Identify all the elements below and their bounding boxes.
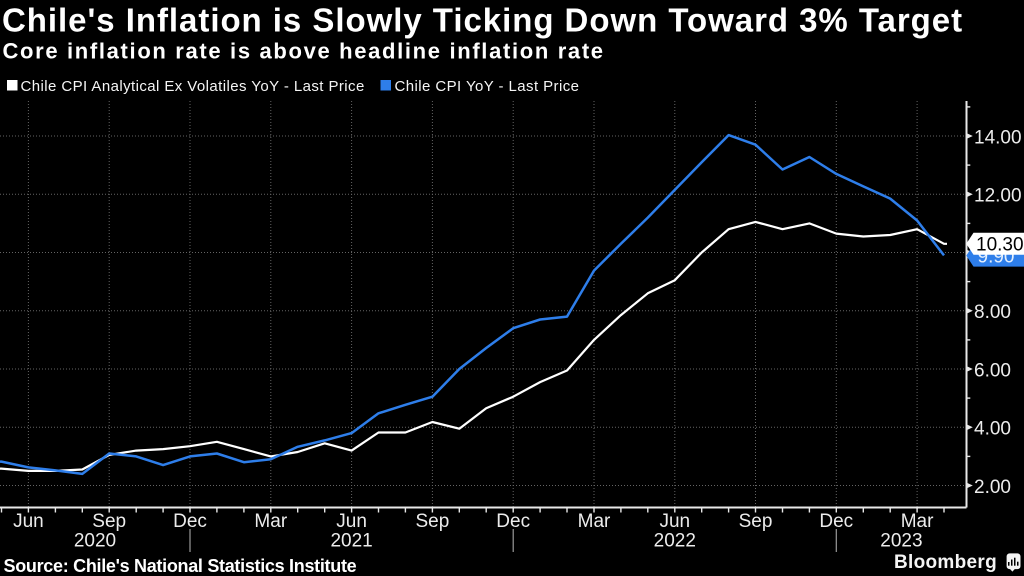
svg-text:Core inflation rate is above h: Core inflation rate is above headline in… — [3, 39, 605, 64]
svg-text:Source: Chile's National Stati: Source: Chile's National Statistics Inst… — [4, 556, 357, 576]
svg-text:Mar: Mar — [901, 511, 934, 532]
svg-text:12.00: 12.00 — [974, 186, 1022, 207]
svg-text:2.00: 2.00 — [974, 477, 1011, 498]
svg-text:Mar: Mar — [578, 511, 611, 532]
svg-text:Dec: Dec — [496, 511, 530, 532]
svg-text:4.00: 4.00 — [974, 419, 1011, 440]
svg-text:2023: 2023 — [880, 531, 922, 552]
svg-text:Sep: Sep — [415, 511, 449, 532]
svg-text:Sep: Sep — [739, 511, 773, 532]
svg-text:Jun: Jun — [13, 511, 44, 532]
svg-text:2021: 2021 — [330, 531, 372, 552]
svg-text:Bloomberg: Bloomberg — [894, 552, 997, 573]
svg-text:6.00: 6.00 — [974, 360, 1011, 381]
svg-text:Chile CPI YoY - Last Price: Chile CPI YoY - Last Price — [395, 78, 580, 95]
svg-text:8.00: 8.00 — [974, 302, 1011, 323]
svg-text:Jun: Jun — [659, 511, 690, 532]
svg-text:2020: 2020 — [74, 531, 116, 552]
svg-text:Dec: Dec — [173, 511, 207, 532]
svg-text:Jun: Jun — [336, 511, 367, 532]
svg-text:2022: 2022 — [654, 531, 696, 552]
svg-text:Dec: Dec — [819, 511, 853, 532]
svg-text:Mar: Mar — [254, 511, 287, 532]
svg-text:Sep: Sep — [92, 511, 126, 532]
svg-text:Chile's Inflation is Slowly Ti: Chile's Inflation is Slowly Ticking Down… — [2, 1, 963, 38]
svg-text:14.00: 14.00 — [974, 127, 1022, 148]
svg-text:10.30: 10.30 — [976, 235, 1024, 256]
svg-text:Chile CPI Analytical Ex Volati: Chile CPI Analytical Ex Volatiles YoY - … — [21, 78, 365, 95]
